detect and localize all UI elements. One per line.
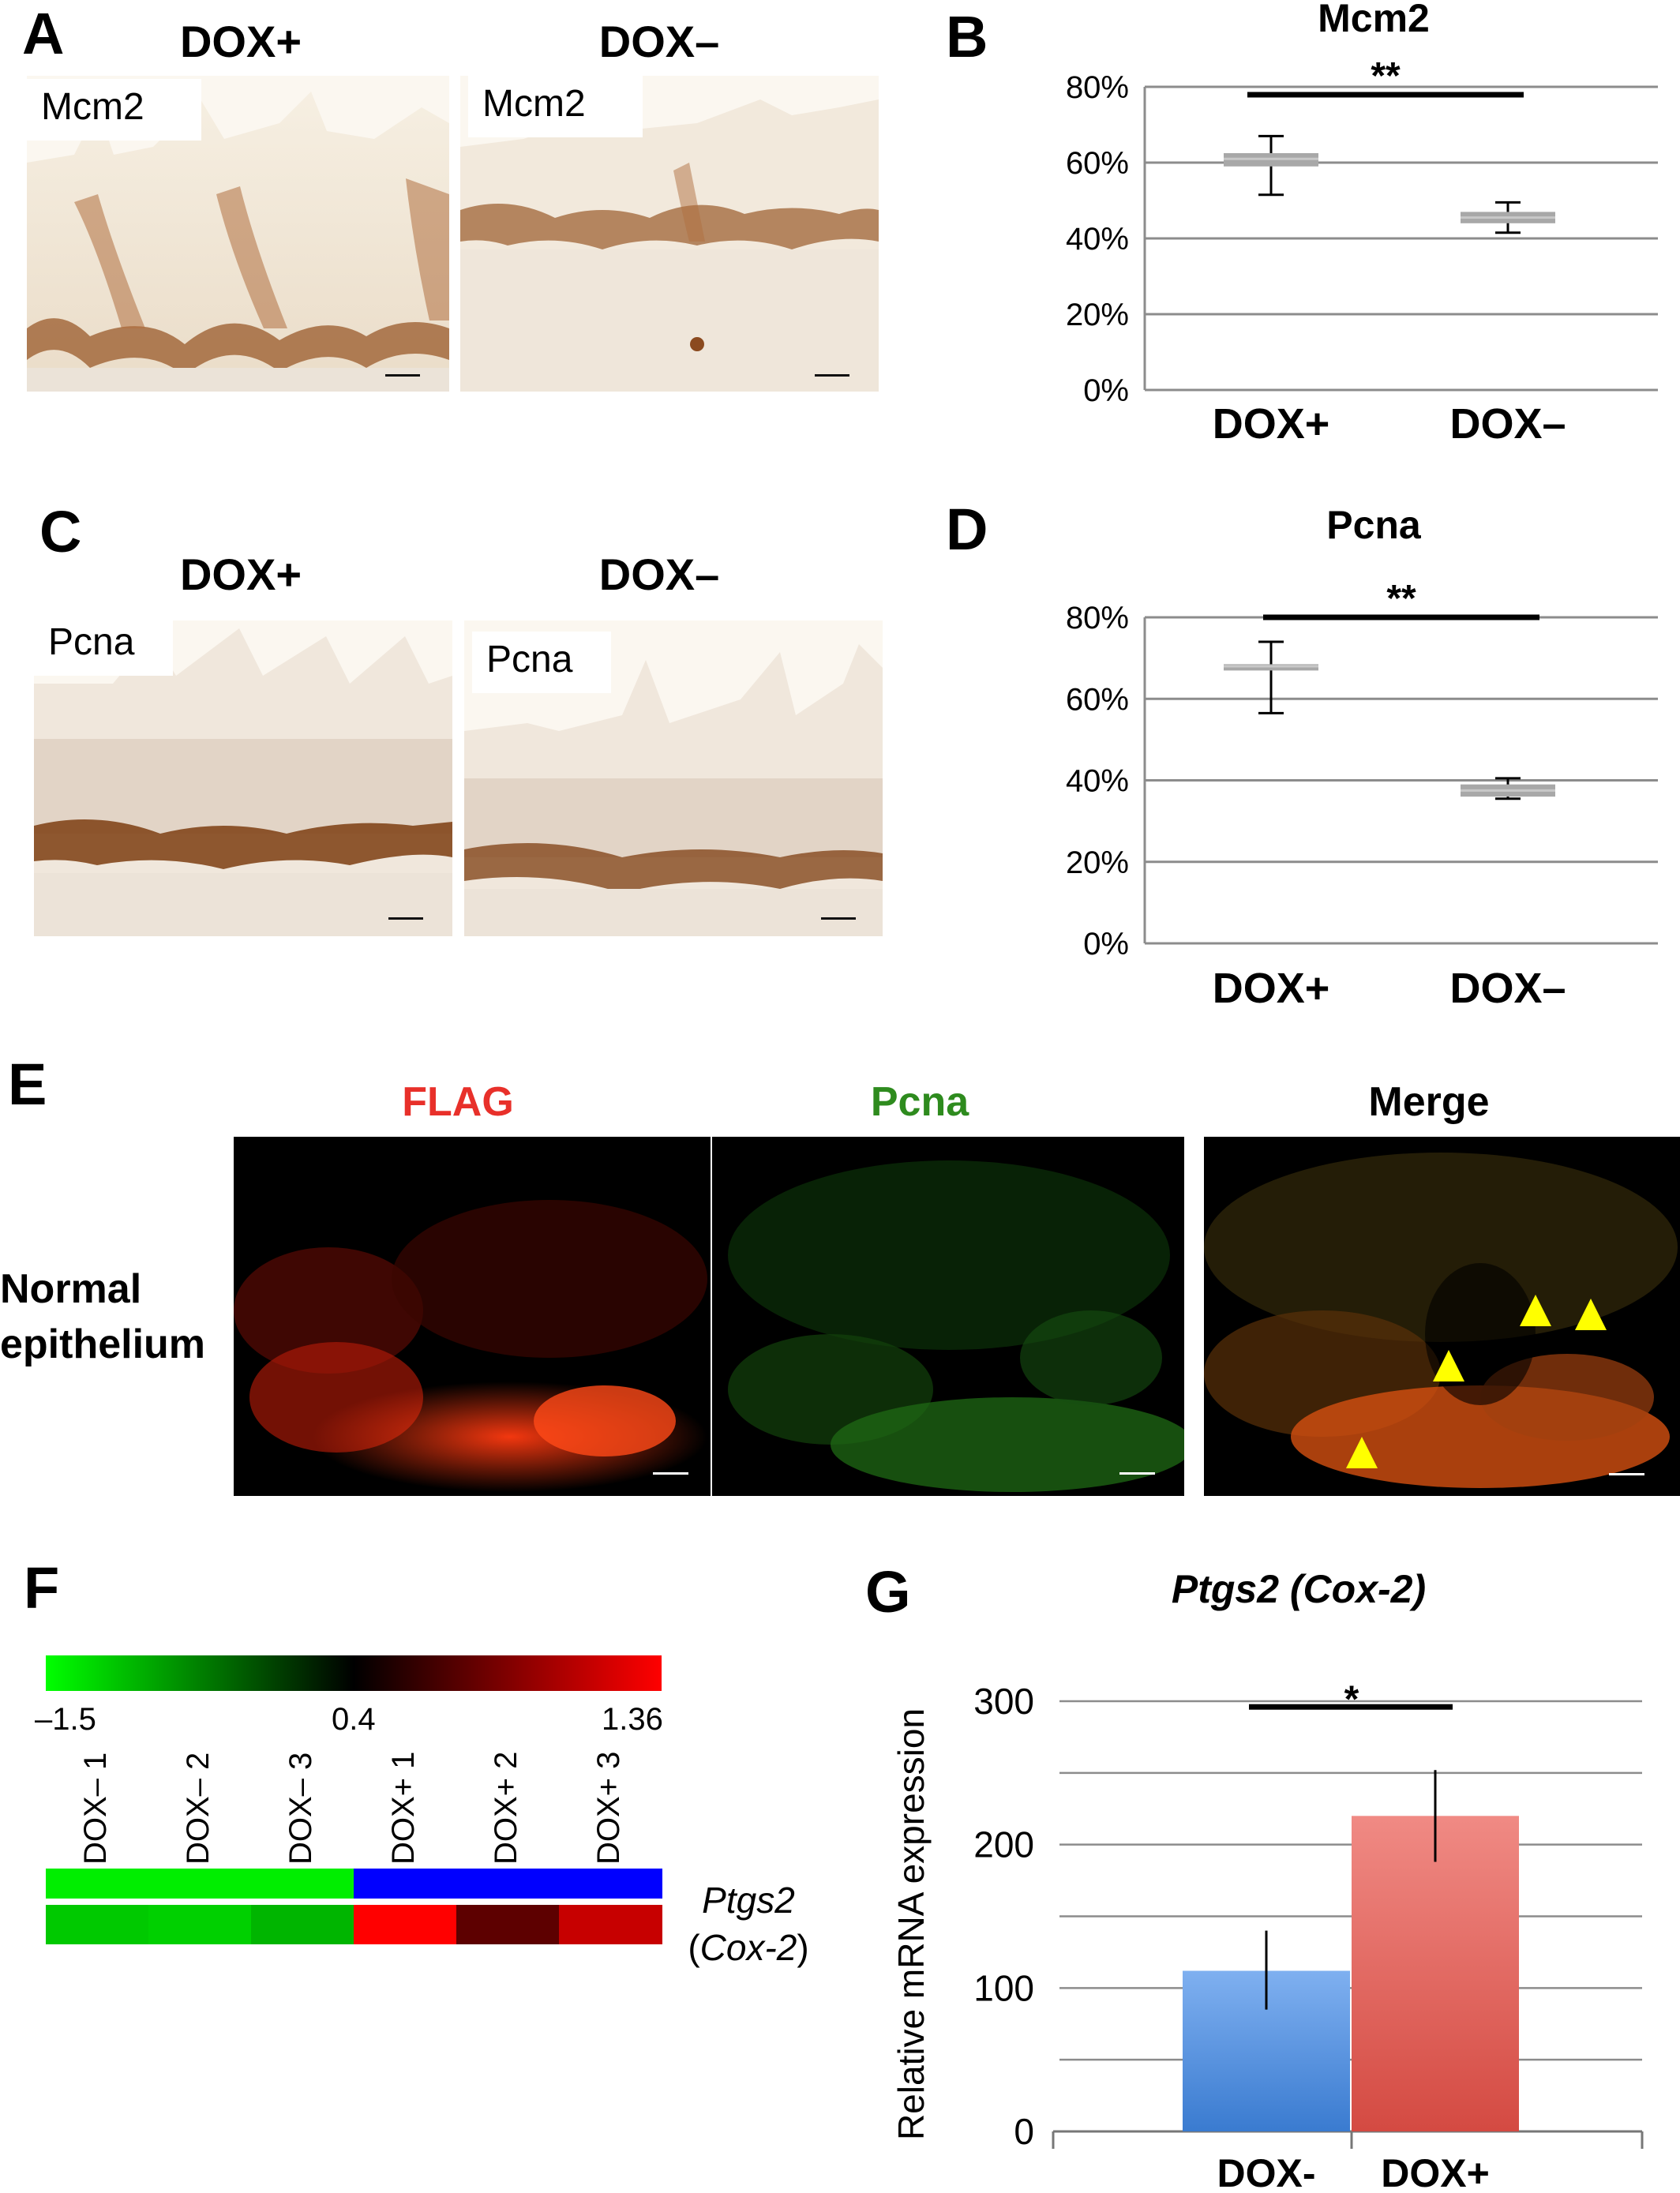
micrograph-pcna-dox-minus — [464, 620, 883, 936]
heatmap-column-label: DOX– 2 — [181, 1752, 216, 1865]
panel-letter-f: F — [24, 1555, 60, 1621]
chart-title: Ptgs2 (Cox-2) — [1172, 1567, 1426, 1611]
scale-bar-c-right — [821, 917, 856, 920]
panel-letter-c: C — [39, 499, 82, 564]
heatmap-cell — [46, 1905, 149, 1944]
scale-bar-e-flag — [653, 1472, 688, 1475]
y-tick-label: 60% — [1066, 146, 1129, 181]
x-category-label: DOX– — [1449, 965, 1566, 1012]
y-tick-label: 80% — [1066, 70, 1129, 105]
heatmap-cell — [559, 1905, 662, 1944]
micrograph-pcna-dox-plus — [34, 620, 452, 936]
fluor-image-merge — [1204, 1137, 1680, 1496]
y-tick-label: 200 — [973, 1824, 1034, 1865]
arrowhead-marker — [1433, 1350, 1464, 1381]
colorbar-tick-mid: 0.4 — [332, 1702, 376, 1737]
stain-label-pcna-right: Pcna — [472, 632, 611, 693]
y-tick-label: 20% — [1066, 845, 1129, 880]
scale-bar-a-right — [815, 374, 849, 377]
colorbar-tick-min: –1.5 — [35, 1702, 96, 1737]
row-label-normal-epithelium: Normal epithelium — [0, 1261, 205, 1372]
arrowhead-marker — [1520, 1295, 1551, 1326]
y-tick-label: 20% — [1066, 298, 1129, 332]
colorbar-tick-max: 1.36 — [602, 1702, 663, 1737]
micrograph-mcm2-dox-plus — [27, 76, 449, 392]
scale-bar-e-merge — [1609, 1473, 1644, 1475]
heatmap-group-cell — [354, 1869, 457, 1899]
y-tick-label: 100 — [973, 1967, 1034, 2008]
heatmap-column-label: DOX+ 1 — [386, 1751, 421, 1865]
arrowhead-marker — [1575, 1299, 1607, 1330]
panel-c-header-dox-plus: DOX+ — [179, 549, 302, 599]
channel-title-flag: FLAG — [402, 1079, 514, 1125]
heatmap-group-cell — [46, 1869, 149, 1899]
y-axis-label: Relative mRNA expression — [891, 1708, 932, 2140]
panel-c-header-dox-minus: DOX– — [598, 549, 720, 599]
y-tick-label: 40% — [1066, 222, 1129, 257]
chart-title: Mcm2 — [1318, 0, 1430, 40]
heatmap-column-label: DOX– 1 — [78, 1752, 113, 1865]
x-category-label: DOX– — [1449, 400, 1566, 448]
scale-bar-a-left — [385, 374, 420, 377]
x-category-label: DOX+ — [1213, 400, 1330, 448]
heatmap-group-cell — [456, 1869, 560, 1899]
panel-letter-e: E — [8, 1052, 47, 1117]
chart-g-ptgs2: Ptgs2 (Cox-2) 0 100 200 300 Relative mRNA exp… — [891, 1567, 1644, 2193]
panel-a-header-dox-minus: DOX– — [598, 17, 720, 66]
heatmap-colorbar — [46, 1655, 662, 1691]
heatmap-cell — [354, 1905, 457, 1944]
fluor-image-pcna — [712, 1137, 1184, 1496]
y-tick-label: 300 — [973, 1681, 1034, 1722]
scale-bar-e-pcna — [1119, 1472, 1155, 1475]
bar — [1352, 1816, 1519, 2131]
chart-b-mcm2: Mcm2 0% 20% 40% 60% 80% DOX+ DOX– ** — [1066, 0, 1658, 448]
heatmap-column-label: DOX+ 3 — [591, 1751, 626, 1865]
panel-letter-d: D — [946, 497, 988, 562]
row-label-line-2: epithelium — [0, 1321, 206, 1368]
y-tick-label: 80% — [1066, 601, 1129, 635]
arrowhead-marker — [1346, 1437, 1378, 1468]
micrograph-mcm2-dox-minus — [460, 76, 879, 392]
panel-letter-a: A — [22, 1, 65, 66]
x-category-label: DOX- — [1217, 2151, 1316, 2193]
stain-label-mcm2-right: Mcm2 — [468, 76, 643, 137]
heatmap-column-label: DOX– 3 — [283, 1752, 318, 1865]
scale-bar-c-left — [388, 917, 423, 920]
chart-d-pcna: Pcna 0% 20% 40% 60% 80% DOX+ DOX– ** — [1066, 503, 1658, 1012]
significance-marker: ** — [1371, 55, 1401, 97]
gene-alias: (Cox-2) — [688, 1926, 809, 1968]
channel-title-merge: Merge — [1368, 1079, 1490, 1125]
heatmap-group-cell — [559, 1869, 662, 1899]
y-tick-label: 60% — [1066, 682, 1129, 717]
stain-label-pcna-left: Pcna — [34, 614, 173, 676]
heatmap-column-label: DOX+ 2 — [489, 1751, 523, 1865]
panel-a-header-dox-plus: DOX+ — [179, 17, 302, 66]
heatmap-group-cell — [251, 1869, 354, 1899]
gene-name: Ptgs2 — [702, 1880, 795, 1921]
heatmap-cell — [456, 1905, 560, 1944]
y-tick-label: 40% — [1066, 764, 1129, 799]
channel-title-pcna: Pcna — [870, 1079, 969, 1125]
panel-letter-b: B — [946, 4, 988, 69]
x-category-label: DOX+ — [1213, 965, 1330, 1012]
stain-label-mcm2-left: Mcm2 — [27, 79, 201, 141]
panel-letter-g: G — [865, 1559, 911, 1625]
y-tick-label: 0% — [1083, 927, 1129, 962]
fluor-image-flag — [234, 1137, 711, 1496]
heatmap-row-label: Ptgs2 (Cox-2) — [669, 1877, 827, 1972]
gene-alias-text: Cox-2 — [699, 1926, 797, 1968]
heatmap-cell — [251, 1905, 354, 1944]
heatmap-group-cell — [148, 1869, 252, 1899]
significance-marker: ** — [1386, 578, 1416, 620]
x-category-label: DOX+ — [1381, 2151, 1490, 2193]
y-tick-label: 0 — [1014, 2111, 1034, 2152]
y-tick-label: 0% — [1083, 373, 1129, 408]
significance-marker: * — [1344, 1678, 1359, 1720]
heatmap-cell — [148, 1905, 252, 1944]
row-label-line-1: Normal — [0, 1266, 142, 1312]
chart-title: Pcna — [1326, 503, 1422, 547]
